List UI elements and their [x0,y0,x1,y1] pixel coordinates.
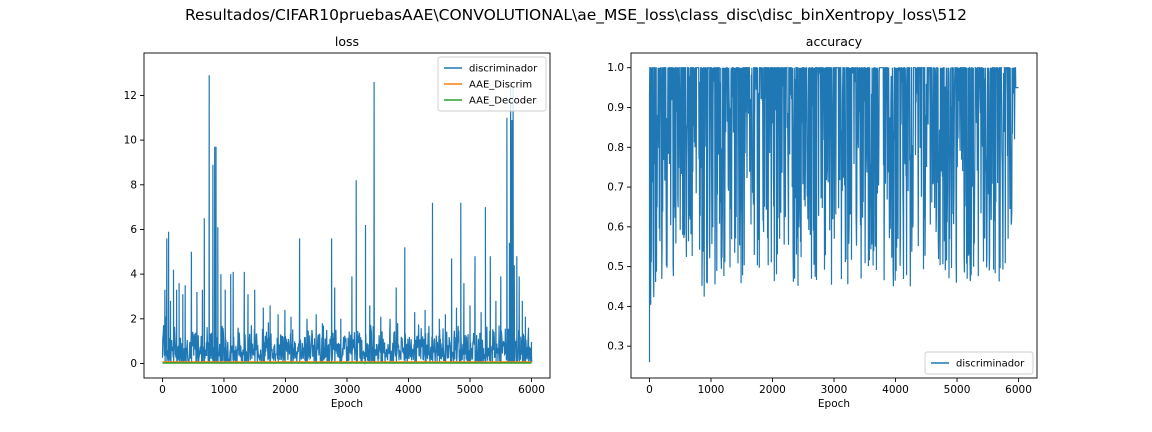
panel-title-2: accuracy [806,34,863,49]
x-tick-label-1000: 1000 [698,384,725,396]
y-tick-label-0.5: 0.5 [607,261,624,273]
x-tick-label-2000: 2000 [272,384,299,396]
y-tick-label-8: 8 [130,179,137,191]
x-tick-label-4000: 4000 [395,384,422,396]
legend-label-discriminador: discriminador [469,64,538,75]
x-tick-label-5000: 5000 [944,384,971,396]
y-tick-label-12: 12 [124,90,137,102]
y-tick-label-0.8: 0.8 [607,142,624,154]
y-tick-label-2: 2 [130,313,137,325]
x-tick-label-3000: 3000 [821,384,848,396]
x-tick-label-3000: 3000 [334,384,361,396]
legend-label-aae-discrim: AAE_Discrim [469,80,532,91]
x-tick-label-2000: 2000 [759,384,786,396]
y-tick-label-0.3: 0.3 [607,341,624,353]
x-axis-label-2: Epoch [818,398,850,410]
x-tick-label-6000: 6000 [1005,384,1032,396]
legend-label-aae-decoder: AAE_Decoder [469,96,537,107]
x-tick-label-0: 0 [159,384,166,396]
legend-label-discriminador: discriminador [956,359,1025,370]
y-tick-label-10: 10 [124,135,137,147]
legend-box-2 [924,351,1034,375]
series-line-discriminador-panel2 [648,66,1019,363]
x-tick-label-6000: 6000 [518,384,545,396]
panel-title-1: loss [335,34,359,49]
figure-title: Resultados/CIFAR10pruebasAAE\CONVOLUTION… [184,6,968,24]
x-tick-label-0: 0 [646,384,653,396]
y-tick-label-0.7: 0.7 [607,182,624,194]
x-axis-label-1: Epoch [331,398,363,410]
x-tick-label-4000: 4000 [882,384,909,396]
y-tick-label-0.4: 0.4 [607,301,624,313]
y-tick-label-4: 4 [130,269,137,281]
y-tick-label-0: 0 [130,358,137,370]
x-tick-label-1000: 1000 [211,384,238,396]
legend-box-1 [437,56,547,112]
x-tick-label-5000: 5000 [457,384,484,396]
y-tick-label-6: 6 [130,224,137,236]
series-line-discriminador-panel1 [161,75,533,365]
y-tick-label-1: 1.0 [607,62,624,74]
y-tick-label-0.9: 0.9 [607,102,624,114]
y-tick-label-0.6: 0.6 [607,221,624,233]
